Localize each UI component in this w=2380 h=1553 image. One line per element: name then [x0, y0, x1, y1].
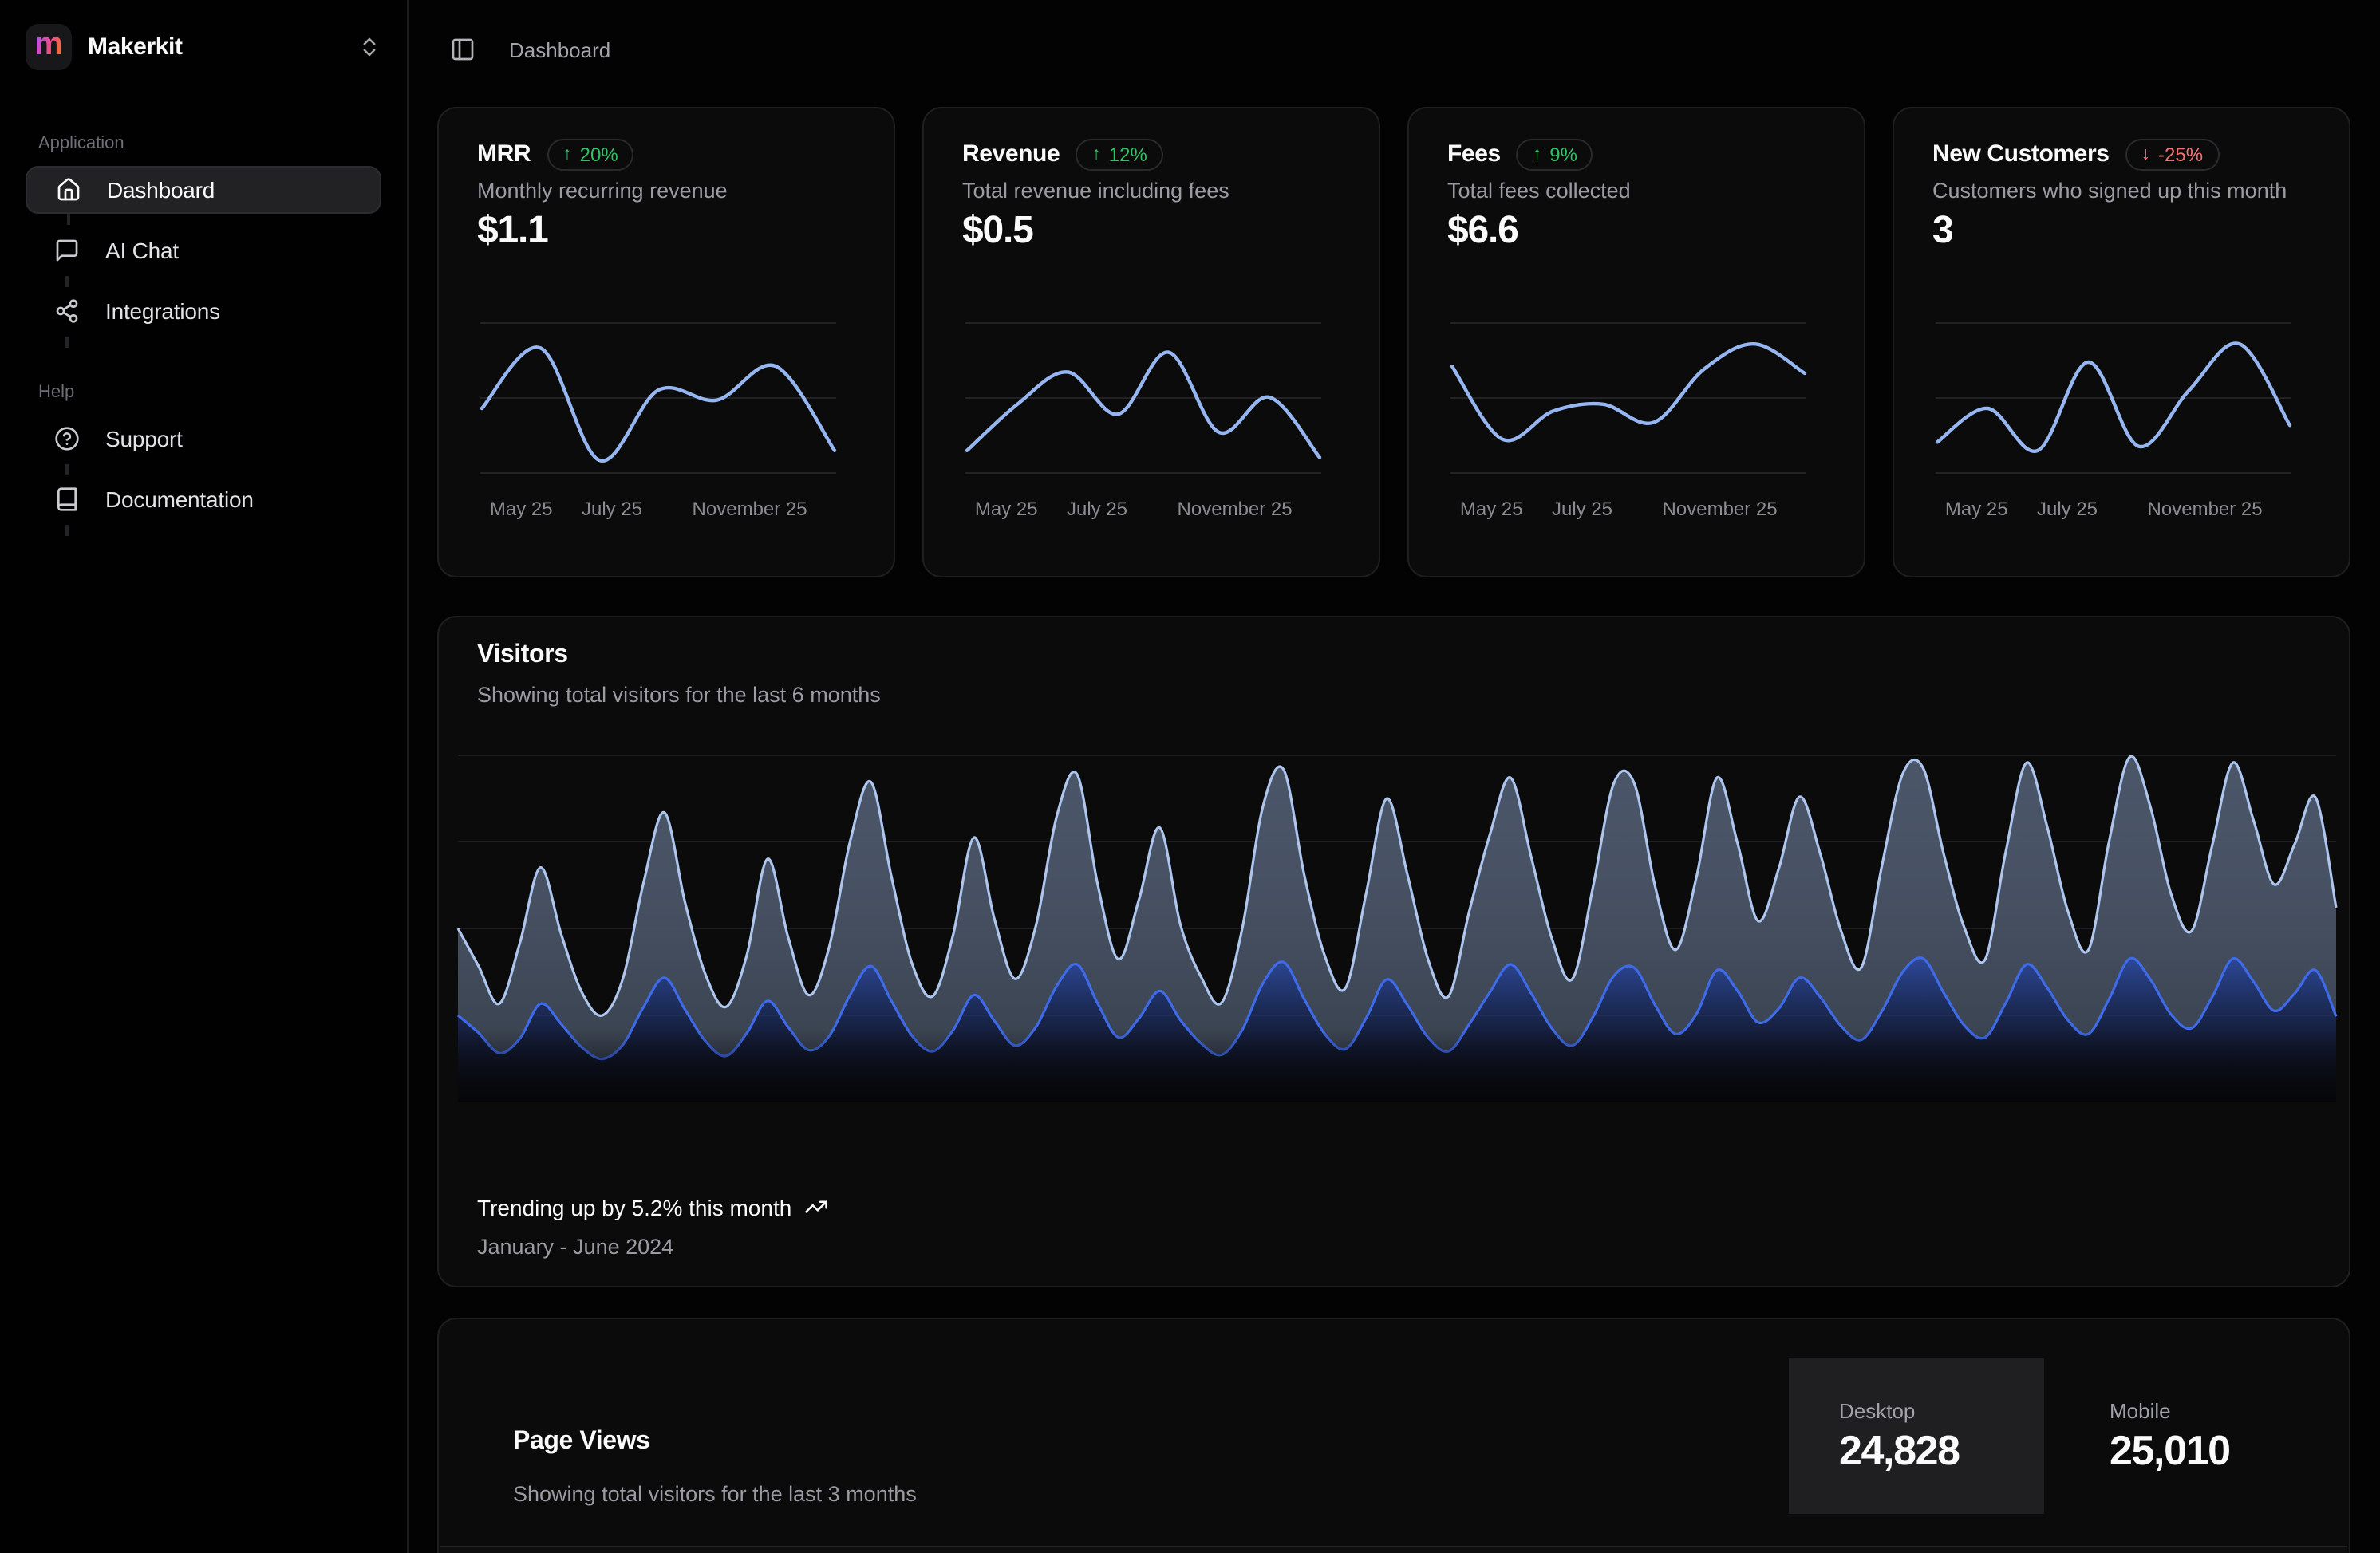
stat-cards-row: MRR ↑20% Monthly recurring revenue $1.1 …: [437, 106, 2350, 577]
desktop-value: 24,828: [1839, 1426, 1960, 1476]
visitors-area-chart: [457, 754, 2335, 1102]
trend-badge: ↑20%: [547, 138, 634, 171]
sidebar-item-dashboard[interactable]: Dashboard: [26, 166, 381, 214]
arrow-up-icon: ↑: [1091, 144, 1101, 164]
trend-badge: ↑9%: [1517, 138, 1593, 171]
arrow-up-icon: ↑: [562, 144, 572, 164]
sidebar-item-documentation[interactable]: Documentation: [26, 475, 381, 523]
home-icon: [56, 177, 81, 203]
sparkline-chart: [1936, 321, 2291, 473]
topbar: Dashboard: [450, 37, 610, 62]
trending-up-icon: [804, 1195, 828, 1219]
workspace-name: Makerkit: [88, 33, 357, 60]
mobile-value: 25,010: [2110, 1426, 2230, 1476]
visitors-card: Visitors Showing total visitors for the …: [437, 615, 2350, 1287]
sparkline-axis: May 25July 25November 25: [1450, 497, 1806, 519]
sidebar: m Makerkit Application Dashboard AI Chat…: [0, 0, 409, 1553]
stat-subtitle: Total fees collected: [1447, 178, 1631, 202]
arrow-down-icon: ↓: [2141, 144, 2151, 164]
sidebar-toggle-icon[interactable]: [450, 37, 476, 62]
sparkline-chart: [480, 321, 836, 473]
nav-section-help: Help: [38, 383, 381, 402]
sidebar-item-integrations[interactable]: Integrations: [26, 287, 381, 335]
stat-value: $1.1: [477, 208, 548, 253]
stat-value: $0.5: [962, 208, 1033, 253]
sparkline-chart: [1450, 321, 1806, 473]
sidebar-item-support[interactable]: Support: [26, 415, 381, 463]
page-views-subtitle: Showing total visitors for the last 3 mo…: [513, 1481, 917, 1505]
logo-letter: m: [34, 29, 63, 61]
sidebar-item-label: AI Chat: [105, 238, 179, 263]
visitors-date-range: January - June 2024: [477, 1234, 673, 1258]
toggle-mobile[interactable]: Mobile 25,010: [2043, 1358, 2299, 1514]
message-square-icon: [54, 238, 80, 263]
stat-value: $6.6: [1447, 208, 1518, 253]
sparkline-axis: May 25July 25November 25: [1936, 497, 2291, 519]
stat-subtitle: Total revenue including fees: [962, 178, 1229, 202]
stat-card-mrr: MRR ↑20% Monthly recurring revenue $1.1 …: [437, 106, 895, 577]
main-content: Dashboard MRR ↑20% Monthly recurring rev…: [410, 0, 2380, 1553]
visitors-trend: Trending up by 5.2% this month: [477, 1194, 828, 1220]
makerkit-logo-icon: m: [26, 23, 72, 69]
workspace-switcher[interactable]: m Makerkit: [26, 22, 381, 70]
page-views-card: Page Views Showing total visitors for th…: [437, 1317, 2350, 1553]
sidebar-item-ai-chat[interactable]: AI Chat: [26, 227, 381, 274]
nav-section-application: Application: [38, 134, 381, 153]
stat-card-new-customers: New Customers ↓-25% Customers who signed…: [1893, 106, 2350, 577]
visitors-subtitle: Showing total visitors for the last 6 mo…: [477, 683, 881, 707]
visitors-title: Visitors: [477, 641, 568, 669]
page-views-header-divider: [440, 1545, 2347, 1553]
sidebar-item-label: Integrations: [105, 298, 220, 324]
stat-title: Revenue: [962, 141, 1060, 168]
stat-value: 3: [1932, 208, 1953, 253]
desktop-label: Desktop: [1839, 1399, 1915, 1423]
stat-subtitle: Monthly recurring revenue: [477, 178, 728, 202]
sparkline-axis: May 25July 25November 25: [965, 497, 1321, 519]
sparkline-axis: May 25July 25November 25: [480, 497, 836, 519]
stat-title: New Customers: [1932, 141, 2110, 168]
trend-badge: ↓-25%: [2125, 138, 2220, 171]
arrow-up-icon: ↑: [1533, 144, 1542, 164]
stat-title: MRR: [477, 141, 531, 168]
mobile-label: Mobile: [2110, 1399, 2171, 1423]
stat-card-revenue: Revenue ↑12% Total revenue including fee…: [922, 106, 1380, 577]
stat-card-fees: Fees ↑9% Total fees collected $6.6 May 2…: [1407, 106, 1865, 577]
sparkline-chart: [965, 321, 1321, 473]
trend-badge: ↑12%: [1076, 138, 1163, 171]
chevrons-up-down-icon[interactable]: [357, 34, 381, 58]
book-icon: [54, 487, 80, 512]
visitors-trend-text: Trending up by 5.2% this month: [477, 1194, 791, 1220]
share-icon: [54, 298, 80, 324]
sidebar-item-label: Dashboard: [107, 177, 215, 203]
sidebar-item-label: Support: [105, 426, 183, 451]
sidebar-item-label: Documentation: [105, 487, 254, 512]
stat-subtitle: Customers who signed up this month: [1932, 178, 2287, 202]
dashboard-app: m Makerkit Application Dashboard AI Chat…: [0, 0, 2380, 1553]
toggle-desktop[interactable]: Desktop 24,828: [1788, 1358, 2043, 1514]
page-views-title: Page Views: [513, 1427, 650, 1456]
breadcrumb: Dashboard: [509, 37, 610, 61]
help-circle-icon: [54, 426, 80, 451]
stat-title: Fees: [1447, 141, 1501, 168]
